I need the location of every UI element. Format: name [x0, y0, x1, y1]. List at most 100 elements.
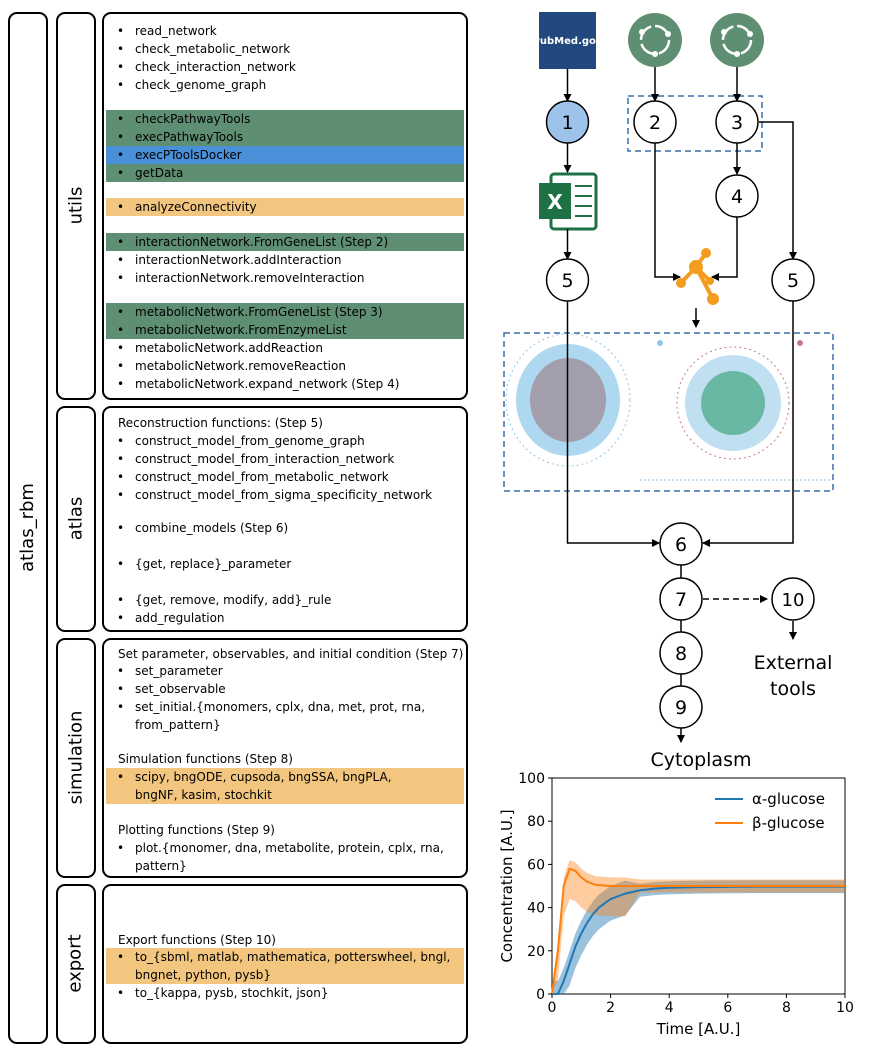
- step-node-9: 9: [659, 685, 703, 729]
- list-item: metabolicNetwork.addReaction: [106, 339, 464, 357]
- list-item: metabolicNetwork.removeReaction: [106, 357, 464, 375]
- simulation-label-panel: simulation: [56, 638, 96, 878]
- list-item: analyzeConnectivity: [106, 198, 464, 216]
- y-tick-label: 40: [527, 901, 545, 917]
- list-item: interactionNetwork.addInteraction: [106, 251, 464, 269]
- list-item: scipy, bngODE, cupsoda, bngSSA, bngPLA, …: [106, 768, 464, 804]
- list-item: construct_model_from_genome_graph: [106, 432, 464, 450]
- utils-content-panel: read_network check_metabolic_network che…: [102, 12, 468, 400]
- step-node-label: 4: [731, 186, 743, 208]
- step-node-10: 10: [771, 577, 815, 621]
- y-tick-label: 20: [527, 944, 545, 960]
- list-item-text: to_{sbml, matlab, mathematica, potterswh…: [135, 950, 451, 982]
- list-item: metabolicNetwork.expand_network (Step 4): [106, 375, 464, 393]
- step-node-4: 4: [715, 174, 759, 218]
- list-item: construct_model_from_interaction_network: [106, 450, 464, 468]
- network-graph-icon: [676, 248, 719, 305]
- step-node-label: 10: [782, 590, 805, 611]
- y-tick-label: 0: [536, 987, 545, 1003]
- step-node-2: 2: [633, 100, 677, 144]
- export-label-panel: export: [56, 884, 96, 1044]
- list-item: execPToolsDocker: [106, 146, 464, 164]
- list-item: getData: [106, 164, 464, 182]
- y-tick-label: 80: [527, 814, 545, 830]
- step-node-label: 5: [787, 270, 799, 292]
- list-item: check_interaction_network: [106, 58, 464, 76]
- list-item: to_{kappa, pysb, stochkit, json}: [106, 984, 464, 1002]
- list-item: construct_model_from_metabolic_network: [106, 468, 464, 486]
- list-item: add_regulation: [106, 609, 464, 627]
- list-item: plot.{monomer, dna, metabolite, protein,…: [106, 839, 455, 875]
- atlas-content-panel: Reconstruction functions: (Step 5) const…: [102, 406, 468, 632]
- list-item: combine_models (Step 6): [106, 519, 464, 537]
- list-item: to_{sbml, matlab, mathematica, potterswh…: [106, 948, 464, 984]
- utils-label-panel: utils: [56, 12, 96, 400]
- step-node-label: 9: [675, 697, 687, 719]
- section-header: Reconstruction functions: (Step 5): [118, 416, 323, 430]
- list-item: construct_model_from_sigma_specificity_n…: [106, 486, 464, 504]
- series-line-beta: [551, 867, 845, 995]
- x-tick-label: 4: [665, 1000, 674, 1016]
- database-cycle-icon: [628, 13, 682, 67]
- section-header: Export functions (Step 10): [118, 933, 276, 947]
- list-item: set_observable: [106, 680, 464, 698]
- list-item: check_metabolic_network: [106, 40, 464, 58]
- section-header: Set parameter, observables, and initial …: [118, 647, 464, 661]
- export-label: export: [65, 934, 86, 993]
- section-header: Simulation functions (Step 8): [118, 752, 293, 766]
- list-item: metabolicNetwork.FromGeneList (Step 3): [106, 303, 464, 321]
- step-node-6: 6: [659, 522, 703, 566]
- list-item: {get, remove, modify, add}_rule: [106, 591, 464, 609]
- x-tick-label: 6: [723, 1000, 732, 1016]
- step-node-8: 8: [659, 631, 703, 675]
- step-node-5: 5: [545, 258, 590, 302]
- step-node-label: 6: [675, 534, 687, 556]
- list-item: check_genome_graph: [106, 76, 464, 94]
- list-item: interactionNetwork.FromGeneList (Step 2): [106, 233, 464, 251]
- workflow-diagram: PubMed.gov X: [503, 12, 834, 743]
- list-item-text: scipy, bngODE, cupsoda, bngSSA, bngPLA, …: [135, 770, 392, 802]
- x-tick-label: 2: [606, 1000, 615, 1016]
- network-image-box: [503, 332, 834, 492]
- section-header: Plotting functions (Step 9): [118, 823, 275, 837]
- y-axis-label: Concentration [A.U.]: [498, 809, 516, 962]
- database-cycle-icon: [710, 13, 764, 67]
- legend-label: α-glucose: [752, 790, 825, 808]
- step-node-1: 1: [545, 100, 590, 144]
- export-content-panel: Export functions (Step 10) to_{sbml, mat…: [102, 884, 468, 1044]
- x-tick-label: 8: [782, 1000, 791, 1016]
- step-node-label: 2: [649, 112, 661, 134]
- excel-icon-letter: X: [547, 190, 563, 214]
- step-node-5: 5: [771, 258, 815, 302]
- list-item: read_network: [106, 22, 464, 40]
- pubmed-logo-text: PubMed.gov: [533, 36, 603, 47]
- excel-icon: X: [539, 172, 598, 231]
- series-band-alpha: [552, 880, 845, 994]
- legend-label: β-glucose: [752, 814, 825, 832]
- list-item: set_parameter: [106, 662, 464, 680]
- list-item: {get, replace}_parameter: [106, 555, 464, 573]
- atlas-rbm-panel: atlas_rbm: [8, 12, 48, 1044]
- step-node-label: 8: [675, 643, 687, 665]
- list-item: interactionNetwork.removeInteraction: [106, 269, 464, 287]
- y-tick-label: 100: [518, 771, 545, 787]
- step-node-label: 1: [561, 112, 573, 134]
- atlas-label-panel: atlas: [56, 406, 96, 632]
- step-node-label: 3: [731, 112, 743, 134]
- list-item: checkPathwayTools: [106, 110, 464, 128]
- x-tick-label: 10: [836, 1000, 854, 1016]
- cytoplasm-label: Cytoplasm: [650, 749, 752, 771]
- step-node-label: 5: [561, 270, 573, 292]
- x-axis-label: Time [A.U.]: [656, 1020, 741, 1038]
- step-node-7: 7: [659, 577, 703, 621]
- network-visualization: [505, 333, 830, 481]
- y-tick-label: 60: [527, 857, 545, 873]
- step-node-3: 3: [715, 100, 759, 144]
- x-tick-label: 0: [548, 1000, 557, 1016]
- external-tools-label: External tools: [753, 652, 833, 700]
- list-item: set_initial.{monomers, cplx, dna, met, p…: [106, 698, 445, 734]
- dashed-group-box: [627, 95, 763, 152]
- step-node-label: 7: [675, 589, 687, 611]
- pubmed-logo: PubMed.gov: [533, 12, 603, 69]
